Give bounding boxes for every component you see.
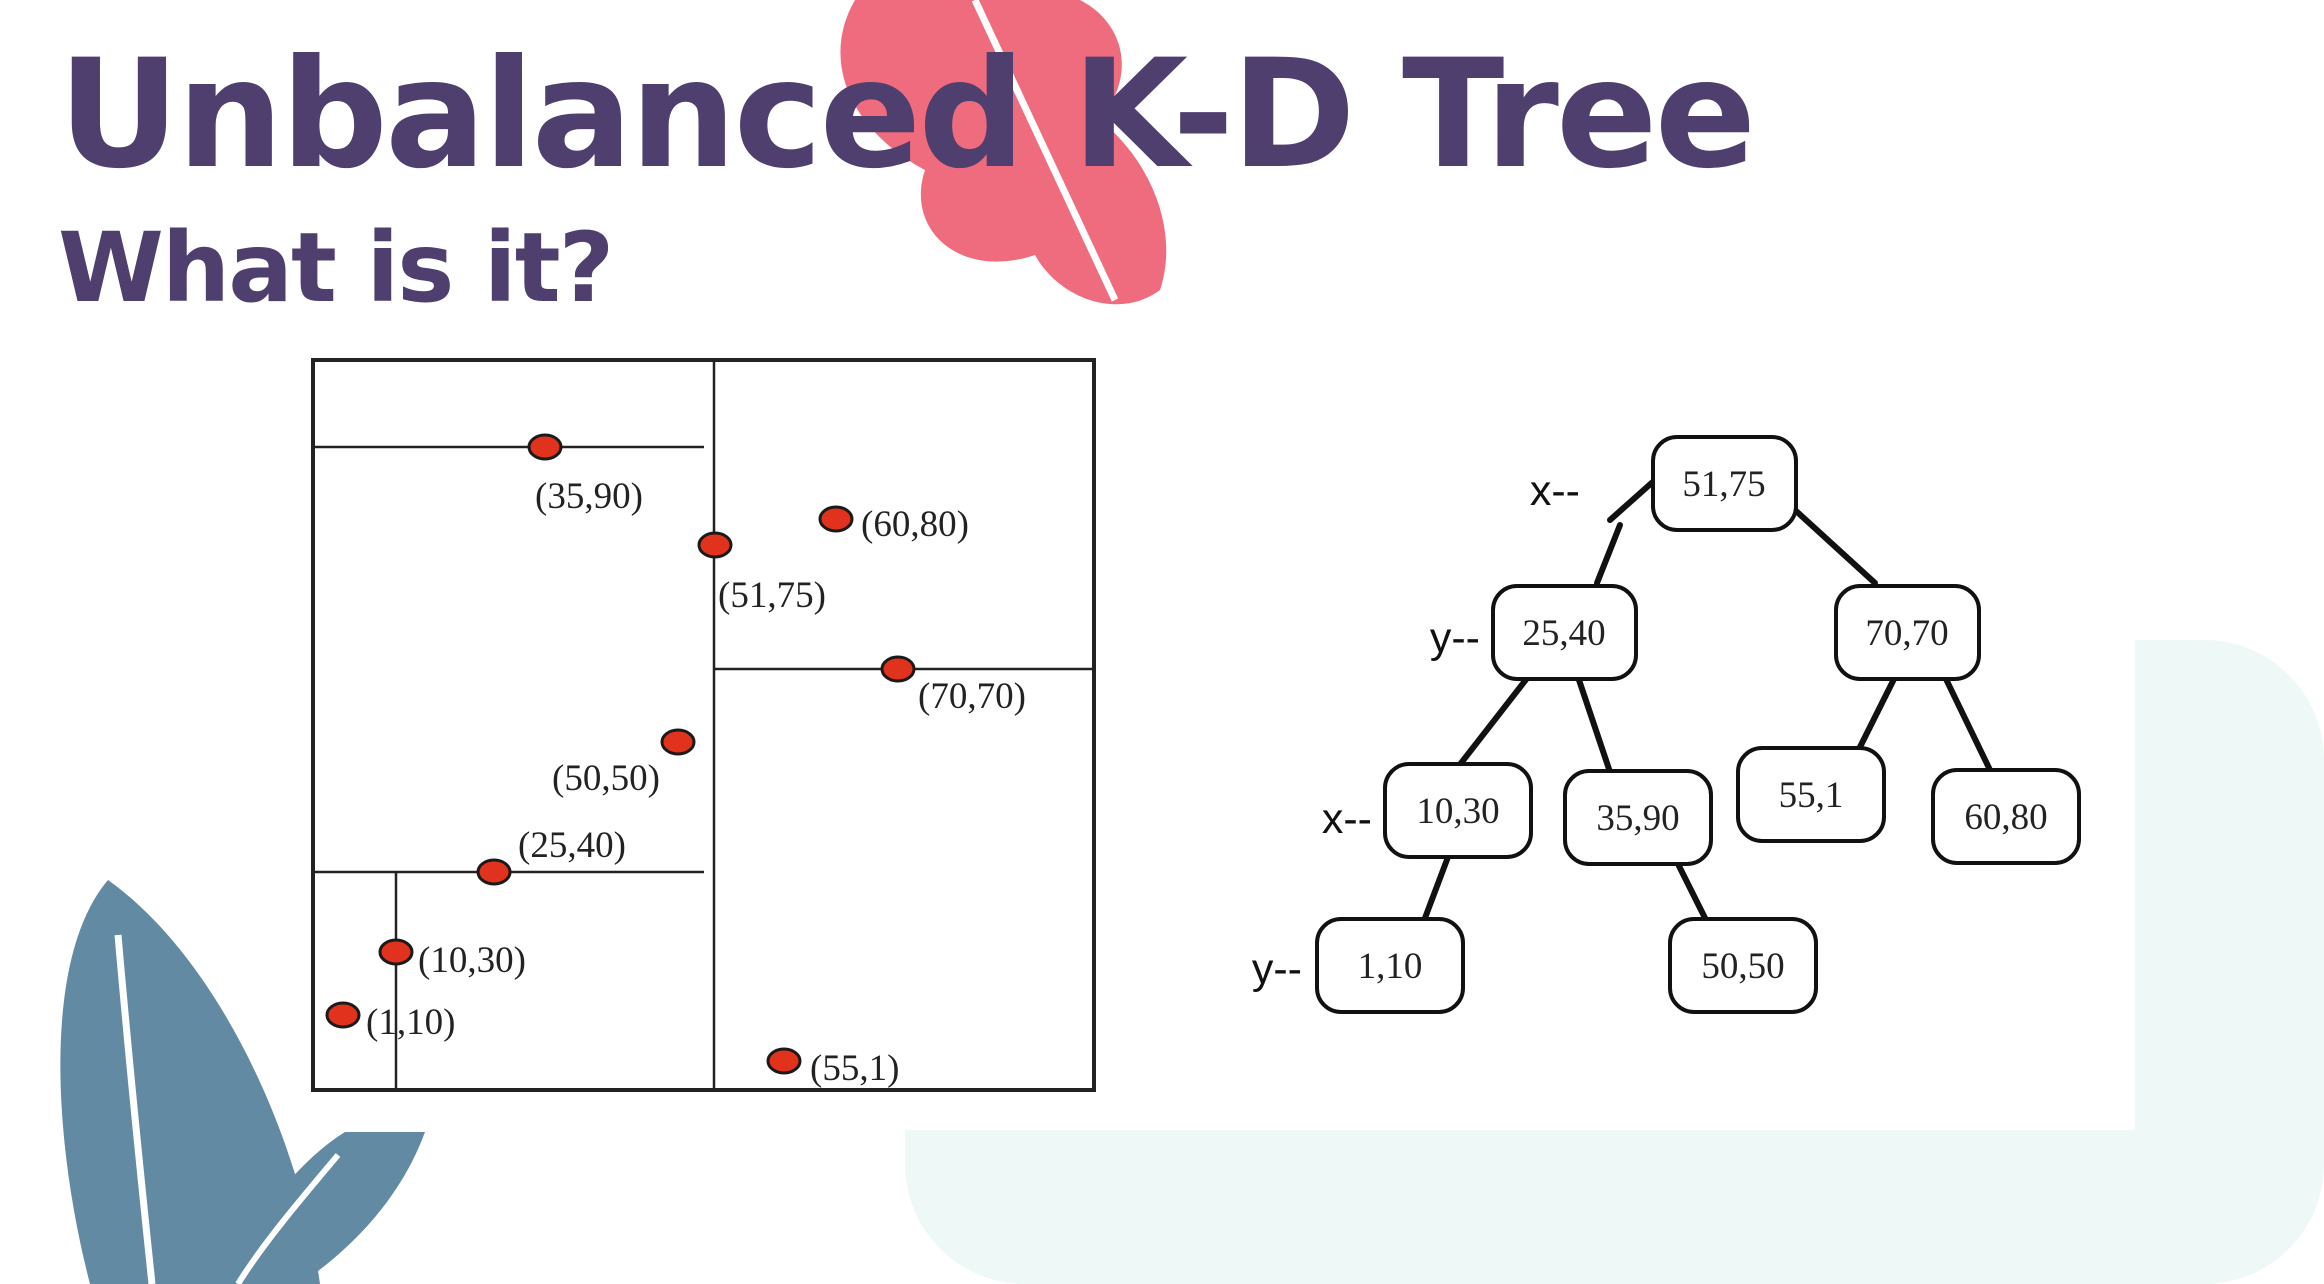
point-marker	[527, 433, 563, 461]
tree-node: 10,30	[1383, 762, 1533, 859]
tree-node: 25,40	[1491, 584, 1638, 681]
tree-nodes: 51,75 25,40 70,70 10,30 35,90 55,1 60,80	[1315, 435, 2081, 1014]
plot-point: (50,50)	[552, 728, 696, 799]
point-label: (25,40)	[518, 825, 626, 866]
tree-node: 70,70	[1834, 584, 1981, 681]
point-marker	[325, 1001, 361, 1029]
node-label: 51,75	[1682, 464, 1765, 505]
node-label: 55,1	[1779, 775, 1844, 816]
tree-node: 55,1	[1736, 746, 1886, 843]
node-box	[1668, 917, 1818, 1014]
point-label: (10,30)	[418, 940, 526, 981]
level-label: x--	[1530, 467, 1580, 515]
node-box	[1651, 435, 1798, 532]
node-label: 70,70	[1865, 613, 1948, 654]
point-label: (51,75)	[718, 575, 826, 616]
node-label: 10,30	[1416, 791, 1499, 832]
point-label: (60,80)	[861, 504, 969, 545]
plot-frame	[311, 358, 1096, 1092]
point-marker	[378, 938, 414, 966]
plot-point: (55,1)	[766, 1047, 899, 1089]
node-box	[1491, 584, 1638, 681]
tree-node: 50,50	[1668, 917, 1818, 1014]
point-marker	[766, 1047, 802, 1075]
slide-title: Unbalanced K-D Tree	[58, 28, 1756, 202]
tree-node: 1,10	[1315, 917, 1465, 1014]
blue-leaf-icon	[60, 880, 425, 1284]
node-box	[1563, 769, 1713, 866]
point-label: (50,50)	[552, 758, 660, 799]
node-label: 50,50	[1701, 946, 1784, 987]
plot-point: (1,10)	[325, 1001, 455, 1043]
plot-point: (70,70)	[880, 655, 1026, 717]
pink-leaf-icon	[840, 0, 1167, 305]
tree-edge	[1857, 674, 1898, 750]
plot-point: (25,40)	[476, 825, 626, 886]
node-box	[1834, 584, 1981, 681]
node-label: 60,80	[1964, 797, 2047, 838]
slide-subtitle: What is it?	[58, 212, 614, 324]
level-label: x--	[1322, 795, 1372, 843]
tree-node: 35,90	[1563, 769, 1713, 866]
plot-point: (10,30)	[378, 938, 526, 981]
tree-edge	[1792, 507, 1878, 586]
tree-edge	[1675, 861, 1708, 921]
node-box	[1315, 917, 1465, 1014]
level-labels: x-- y-- x-- y--	[1252, 467, 1580, 993]
point-marker	[697, 531, 733, 559]
tree-edge	[1594, 522, 1623, 586]
point-label: (55,1)	[810, 1048, 899, 1089]
tree-edge	[1455, 674, 1531, 770]
tree-edge	[1942, 674, 1993, 773]
node-label: 1,10	[1358, 946, 1423, 987]
level-label: y--	[1252, 945, 1302, 993]
node-label: 25,40	[1522, 613, 1605, 654]
tree-node: 60,80	[1931, 768, 2081, 865]
tree-edge	[1422, 854, 1451, 921]
node-label: 35,90	[1596, 798, 1679, 839]
node-box	[1383, 762, 1533, 859]
point-marker	[818, 505, 854, 533]
plot-point: (51,75)	[697, 531, 826, 616]
point-marker	[880, 655, 916, 683]
node-box	[1931, 768, 2081, 865]
tree-node: 51,75	[1651, 435, 1798, 532]
point-marker	[476, 858, 512, 886]
plot-point: (35,90)	[527, 433, 643, 517]
white-panel	[300, 340, 2135, 1130]
plot-points: (35,90) (60,80) (51,75) (70,70) (50,50) …	[325, 433, 1026, 1089]
point-label: (35,90)	[535, 476, 643, 517]
point-marker	[660, 728, 696, 756]
tree-edge	[1575, 674, 1613, 775]
plot-point: (60,80)	[818, 504, 969, 545]
level-label: y--	[1430, 614, 1480, 662]
node-box	[1736, 746, 1886, 843]
point-label: (1,10)	[366, 1002, 455, 1043]
point-label: (70,70)	[918, 676, 1026, 717]
